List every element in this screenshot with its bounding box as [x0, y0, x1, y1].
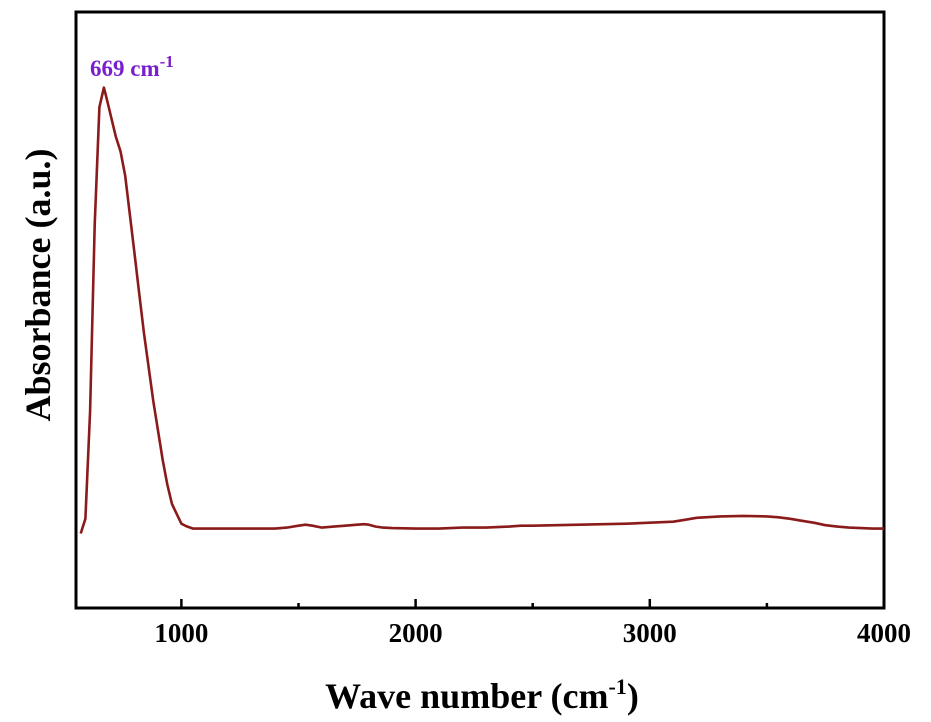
- x-axis-label-superscript: -1: [608, 674, 626, 699]
- peak-annotation: 669 cm-1: [90, 52, 174, 81]
- peak-annotation-superscript: -1: [160, 52, 174, 71]
- y-axis-label: Absorbance (a.u.): [18, 148, 58, 421]
- peak-annotation-text: 669 cm: [90, 56, 160, 81]
- x-tick-label: 2000: [389, 618, 443, 648]
- x-tick-label: 4000: [857, 618, 911, 648]
- x-tick-label: 1000: [154, 618, 208, 648]
- plot-frame: [74, 10, 886, 610]
- spectrum-line: [79, 86, 884, 534]
- x-axis-label-close: ): [627, 676, 639, 716]
- plot-area: [74, 10, 886, 610]
- x-tick-label: 3000: [623, 618, 677, 648]
- x-axis-ticks: 1000 2000 3000 4000: [154, 599, 911, 648]
- x-axis-label: Wave number (cm-1): [325, 674, 639, 716]
- x-axis-label-text: Wave number (cm: [325, 676, 608, 716]
